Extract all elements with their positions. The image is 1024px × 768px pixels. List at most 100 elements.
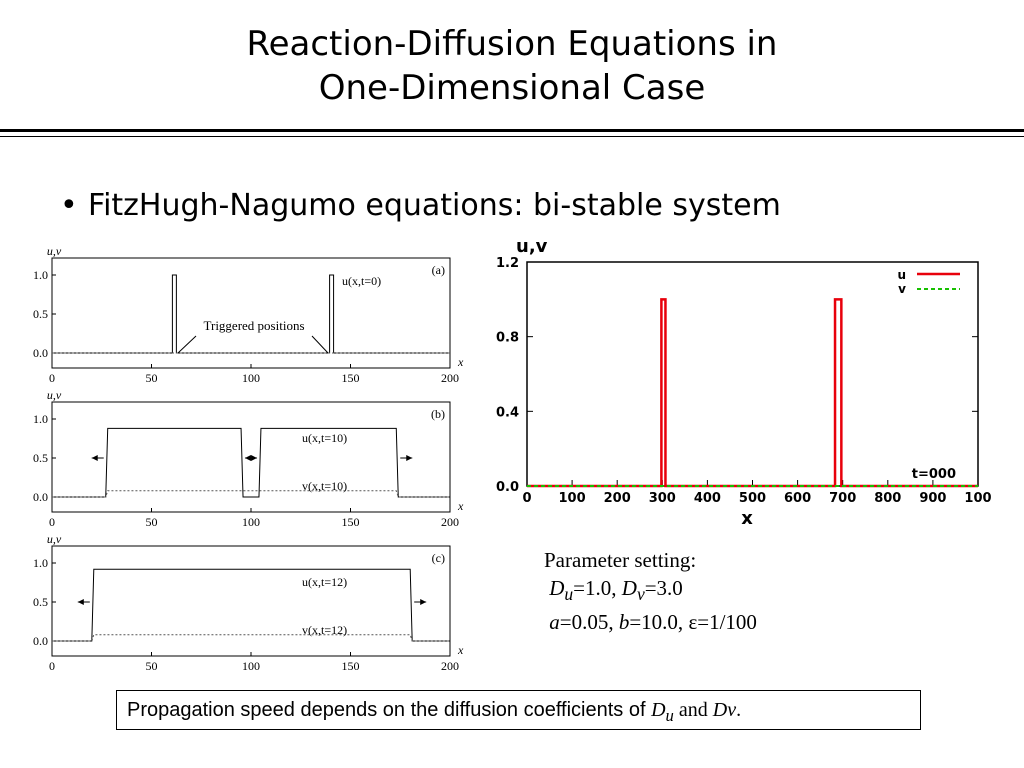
panel-label: (b) bbox=[431, 407, 445, 421]
dv-value: =3.0 bbox=[644, 576, 683, 600]
x-axis-label: x bbox=[457, 355, 464, 369]
annotation-v: v(x,t=10) bbox=[302, 479, 347, 493]
series-v-line bbox=[52, 634, 450, 642]
front-arrow-head bbox=[406, 455, 413, 461]
b-value: =10.0, bbox=[629, 610, 689, 635]
y-tick-label: 0.0 bbox=[496, 480, 519, 495]
legend-label-v: v bbox=[898, 282, 906, 296]
y-tick-label: 1.0 bbox=[33, 556, 48, 570]
annotation-u: u(x,t=12) bbox=[302, 575, 347, 589]
param-heading: Parameter setting: bbox=[544, 548, 697, 572]
x-tick-label: 100 bbox=[242, 371, 260, 385]
x-tick-label: 200 bbox=[604, 491, 631, 506]
series-v-line bbox=[52, 490, 450, 498]
front-arrow-head bbox=[77, 599, 84, 605]
annotation-u0: u(x,t=0) bbox=[342, 274, 381, 288]
note-dv: Dv bbox=[712, 699, 737, 721]
panel-label: (a) bbox=[432, 263, 445, 277]
y-axis-label: u,v bbox=[47, 388, 62, 402]
note-and: and bbox=[673, 699, 713, 721]
y-tick-label: 0.5 bbox=[33, 451, 48, 465]
annotation-v: v(x,t=12) bbox=[302, 623, 347, 637]
note-du-symbol: D bbox=[651, 699, 666, 721]
note-end: . bbox=[736, 699, 742, 721]
x-axis-label: x bbox=[741, 508, 753, 529]
y-axis-label: u,v bbox=[47, 244, 62, 258]
series-u-line bbox=[52, 568, 450, 642]
pointer-arrow-right bbox=[311, 335, 329, 354]
x-tick-label: 800 bbox=[874, 491, 901, 506]
title-divider-thin bbox=[0, 136, 1024, 137]
param-diffusion: Du=1.0, Dv=3.0 bbox=[544, 574, 757, 608]
x-tick-label: 100 bbox=[242, 515, 260, 529]
dv-subscript: v bbox=[636, 584, 645, 605]
epsilon-value: ε=1/100 bbox=[688, 610, 757, 635]
bullet-text: FitzHugh-Nagumo equations: bi-stable sys… bbox=[88, 188, 781, 223]
x-tick-label: 400 bbox=[694, 491, 721, 506]
panel-2: 0.0 0.5 1.0 0 50 100 150 200 u,v x (b) u(x,t=10) v(x… bbox=[33, 388, 464, 529]
y-tick-label: 0.5 bbox=[33, 595, 48, 609]
x-tick-label: 200 bbox=[441, 659, 459, 673]
x-tick-label: 0 bbox=[49, 515, 55, 529]
x-tick-label: 0 bbox=[49, 659, 55, 673]
series-u-line bbox=[527, 298, 978, 488]
y-tick-label: 0.5 bbox=[33, 307, 48, 321]
note-text: Propagation speed depends on the diffusi… bbox=[127, 699, 652, 721]
x-tick-label: 50 bbox=[146, 659, 158, 673]
y-tick-label: 1.0 bbox=[33, 268, 48, 282]
x-tick-label: 0 bbox=[522, 491, 531, 506]
front-arrow-head bbox=[91, 455, 98, 461]
y-tick-label: 0.8 bbox=[496, 331, 519, 346]
x-axis-label: x bbox=[457, 643, 464, 657]
dv-symbol: D bbox=[621, 576, 637, 600]
panel-1: 0.0 0.5 1.0 0 50 100 150 200 u,v x (a) u(x,t=0) Trig… bbox=[33, 244, 464, 385]
front-arrow-head bbox=[244, 455, 251, 461]
bullet-icon: • bbox=[60, 188, 78, 223]
x-tick-label: 200 bbox=[441, 515, 459, 529]
parameter-settings: Parameter setting: Du=1.0, Dv=3.0 a=0.05… bbox=[544, 546, 757, 636]
legend-label-u: u bbox=[897, 268, 906, 282]
y-tick-label: 1.2 bbox=[496, 256, 519, 271]
bullet-point: • FitzHugh-Nagumo equations: bi-stable sy… bbox=[60, 188, 781, 223]
param-coefficients: a=0.05, b=10.0, ε=1/100 bbox=[544, 608, 757, 636]
left-figure-panels: 0.0 0.5 1.0 0 50 100 150 200 u,v x (a) u(x,t=0) Trig… bbox=[33, 244, 464, 673]
plot-frame bbox=[526, 261, 979, 487]
slide-title-line1: Reaction-Diffusion Equations in bbox=[246, 24, 778, 64]
annotation-triggered: Triggered positions bbox=[204, 318, 305, 333]
a-value: =0.05, bbox=[559, 610, 619, 635]
x-tick-label: 100 bbox=[242, 659, 260, 673]
y-axis-label: u,v bbox=[47, 532, 62, 546]
x-tick-label: 900 bbox=[919, 491, 946, 506]
a-symbol: a bbox=[549, 610, 560, 635]
right-simulation-chart: 0.0 0.4 0.8 1.2 0 100 200 300 400 500 600 700 800 900… bbox=[496, 236, 992, 529]
y-tick-label: 0.4 bbox=[496, 405, 519, 420]
x-tick-label: 50 bbox=[146, 371, 158, 385]
x-tick-label: 150 bbox=[342, 371, 360, 385]
du-symbol: D bbox=[549, 576, 565, 600]
b-symbol: b bbox=[618, 610, 630, 635]
panel-frame bbox=[51, 401, 451, 513]
x-tick-label: 500 bbox=[739, 491, 766, 506]
x-tick-label: 700 bbox=[829, 491, 856, 506]
slide-title-line2: One-Dimensional Case bbox=[318, 68, 706, 108]
x-tick-label: 50 bbox=[146, 515, 158, 529]
panel-label: (c) bbox=[432, 551, 445, 565]
du-value: =1.0, bbox=[573, 576, 622, 600]
y-tick-label: 0.0 bbox=[33, 490, 48, 504]
x-tick-label: 100 bbox=[559, 491, 586, 506]
x-tick-label: 150 bbox=[342, 515, 360, 529]
y-tick-label: 1.0 bbox=[33, 412, 48, 426]
panel-3: 0.0 0.5 1.0 0 50 100 150 200 u,v x (c) u(x,t=12) v(x… bbox=[33, 532, 464, 673]
x-axis-label: x bbox=[457, 499, 464, 513]
x-tick-label: 150 bbox=[342, 659, 360, 673]
panel-frame bbox=[51, 257, 451, 369]
y-axis-label: u,v bbox=[516, 236, 548, 257]
title-divider-thick bbox=[0, 129, 1024, 132]
series-u-line bbox=[52, 427, 450, 498]
slide-title: Reaction-Diffusion Equations in One-Dime… bbox=[0, 22, 1024, 110]
x-tick-label: 600 bbox=[784, 491, 811, 506]
x-tick-label: 300 bbox=[649, 491, 676, 506]
note-du-subscript: u bbox=[665, 706, 674, 725]
y-tick-label: 0.0 bbox=[33, 346, 48, 360]
x-tick-label: 200 bbox=[441, 371, 459, 385]
